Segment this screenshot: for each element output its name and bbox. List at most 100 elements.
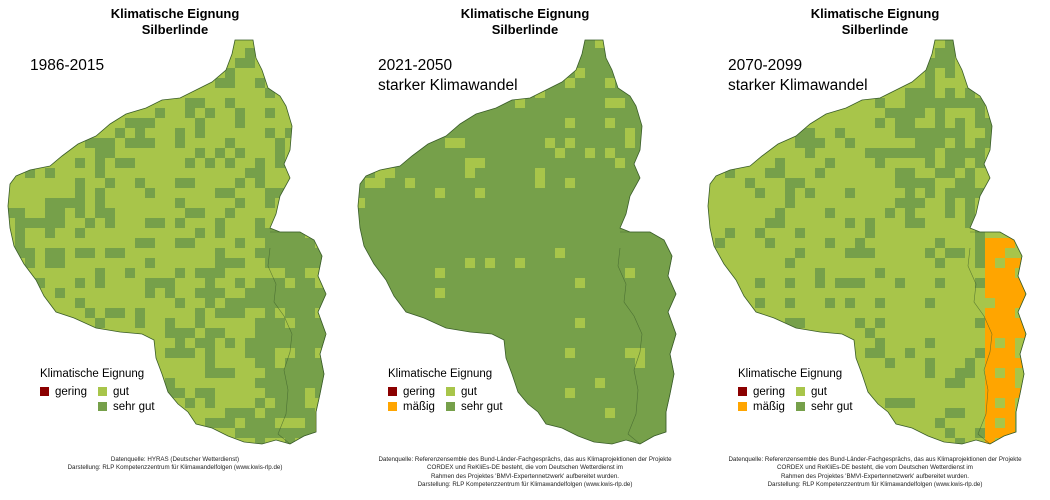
grid-cell xyxy=(965,98,975,108)
grid-cell xyxy=(265,298,275,308)
grid-cell xyxy=(945,408,955,418)
grid-cell xyxy=(225,158,235,168)
legend-label-gut: gut xyxy=(461,385,477,398)
grid-cell xyxy=(275,298,285,308)
credit-line: Datenquelle: HYRAS (Deutscher Wetterdien… xyxy=(110,456,240,463)
grid-cell xyxy=(905,98,915,108)
grid-cell xyxy=(285,398,295,408)
grid-cell xyxy=(125,268,135,278)
grid-cell xyxy=(915,138,925,148)
grid-cell xyxy=(265,418,275,428)
grid-cell xyxy=(795,318,805,328)
grid-cell xyxy=(925,148,935,158)
scenario-text: starker Klimawandel xyxy=(378,77,518,94)
legend-swatch-sehr-gut xyxy=(446,402,455,411)
grid-cell xyxy=(875,298,885,308)
grid-cell xyxy=(925,88,935,98)
grid-cell xyxy=(955,148,965,158)
grid-cell xyxy=(305,328,315,338)
grid-cell xyxy=(375,168,385,178)
grid-cell xyxy=(145,218,155,228)
grid-cell xyxy=(45,228,55,238)
grid-cell xyxy=(995,298,1005,308)
grid-cell xyxy=(265,288,275,298)
grid-cell xyxy=(945,98,955,108)
grid-cell xyxy=(45,208,55,218)
grid-cell xyxy=(305,368,315,378)
map-panel-2021-2050: Klimatische Eignung Silberlinde 2021-205… xyxy=(350,0,700,500)
state-boundary xyxy=(707,39,1027,445)
grid-cell xyxy=(965,208,975,218)
grid-cell xyxy=(795,138,805,148)
grid-cell xyxy=(895,398,905,408)
grid-cell xyxy=(358,198,365,208)
grid-cell xyxy=(1005,318,1015,328)
grid-cell xyxy=(255,428,265,438)
grid-cell xyxy=(965,358,975,368)
grid-cell xyxy=(855,318,865,328)
grid-cell xyxy=(475,188,485,198)
grid-cell xyxy=(265,408,275,418)
state-area xyxy=(358,40,676,444)
grid-cell xyxy=(55,288,65,298)
grid-cell xyxy=(995,308,1005,318)
grid-cell xyxy=(235,308,245,318)
grid-cell xyxy=(915,218,925,228)
grid-cell xyxy=(1015,358,1025,368)
legend-swatch-gut xyxy=(796,387,805,396)
grid-cell xyxy=(475,158,485,168)
grid-cell xyxy=(265,358,275,368)
credit-line: Datenquelle: Referenzensemble des Bund-L… xyxy=(728,456,1022,463)
grid-cell xyxy=(865,248,875,258)
grid-cell xyxy=(485,258,495,268)
grid-cell xyxy=(845,218,855,228)
grid-cell xyxy=(955,188,965,198)
grid-cell xyxy=(565,178,575,188)
grid-cell xyxy=(125,158,135,168)
grid-cell xyxy=(555,148,565,158)
grid-cell xyxy=(855,248,865,258)
grid-cell xyxy=(275,378,285,388)
title-line-1: Klimatische Eignung xyxy=(810,6,940,21)
grid-cell xyxy=(265,198,275,208)
grid-cell xyxy=(955,158,965,168)
grid-cell xyxy=(865,218,875,228)
grid-cell xyxy=(145,288,155,298)
grid-cell xyxy=(135,238,145,248)
grid-cell xyxy=(275,148,285,158)
grid-cell xyxy=(75,178,85,188)
grid-cell xyxy=(15,248,25,258)
grid-cell xyxy=(235,58,245,68)
legend-item-gut: gut xyxy=(98,385,178,398)
grid-cell xyxy=(635,358,645,368)
grid-cell xyxy=(275,228,285,238)
grid-cell xyxy=(315,318,325,328)
grid-cell xyxy=(315,378,325,388)
grid-cell xyxy=(535,168,545,178)
grid-cell xyxy=(255,338,265,348)
grid-cell xyxy=(905,348,915,358)
grid-cell xyxy=(285,358,295,368)
grid-cell xyxy=(305,288,315,298)
grid-cell xyxy=(905,188,915,198)
grid-cell xyxy=(925,138,935,148)
grid-cell xyxy=(175,178,185,188)
grid-cell xyxy=(185,398,195,408)
grid-cell xyxy=(75,248,85,258)
grid-cell xyxy=(285,288,295,298)
grid-cell xyxy=(955,438,965,444)
grid-cell xyxy=(985,358,995,368)
grid-cell xyxy=(985,368,995,378)
grid-cell xyxy=(975,318,985,328)
grid-cell xyxy=(45,168,55,178)
grid-cell xyxy=(895,128,905,138)
grid-cell xyxy=(1005,348,1015,358)
grid-cell xyxy=(955,118,965,128)
grid-cell xyxy=(955,138,965,148)
grid-cells xyxy=(8,48,325,444)
grid-cell xyxy=(95,208,105,218)
legend-swatch-gut xyxy=(98,387,107,396)
grid-cell xyxy=(275,248,285,258)
grid-cell xyxy=(875,318,885,328)
map-panel-1986-2015: Klimatische Eignung Silberlinde 1986-201… xyxy=(0,0,350,500)
